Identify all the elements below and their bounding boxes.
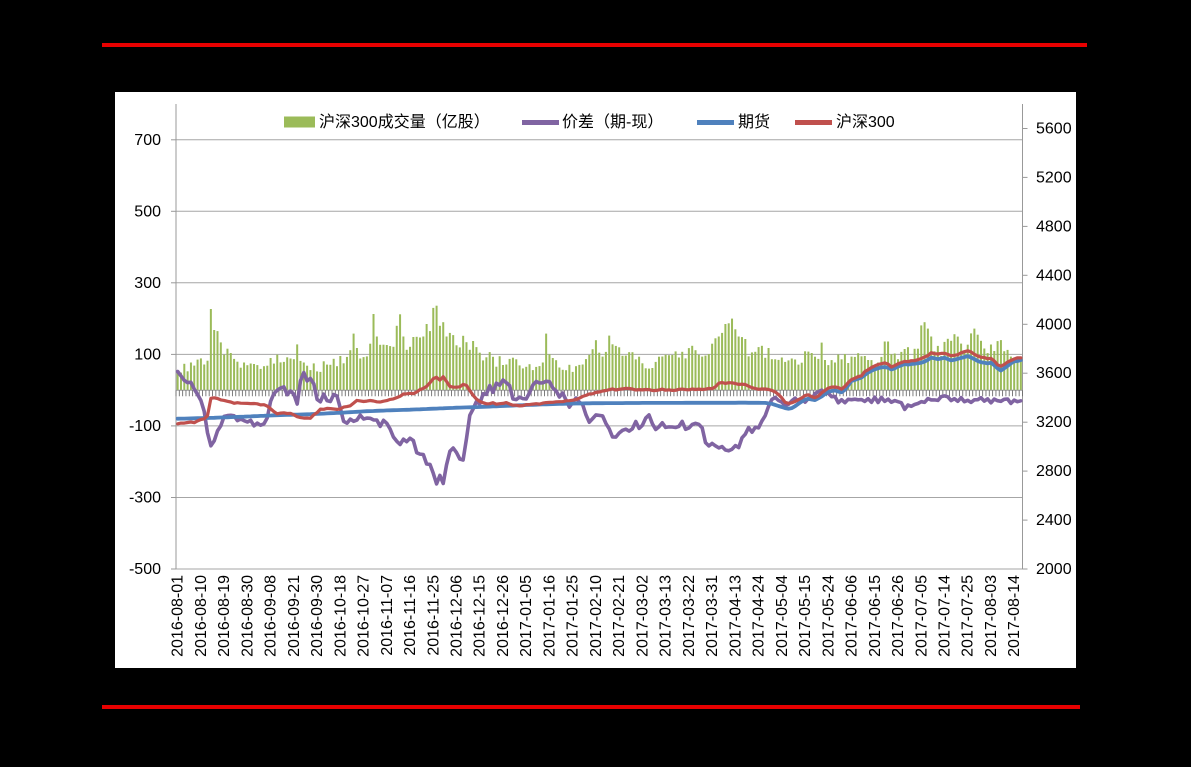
svg-text:2017-08-14: 2017-08-14 (1006, 575, 1023, 657)
svg-text:2017-06-26: 2017-06-26 (890, 575, 907, 657)
svg-text:2016-11-25: 2016-11-25 (425, 575, 442, 656)
svg-text:2017-05-15: 2017-05-15 (797, 575, 814, 657)
svg-text:2017-02-21: 2017-02-21 (611, 575, 628, 657)
svg-text:2017-05-04: 2017-05-04 (774, 575, 791, 657)
svg-text:2017-03-22: 2017-03-22 (681, 575, 698, 657)
svg-text:2016-09-30: 2016-09-30 (309, 575, 326, 657)
svg-text:2017-03-13: 2017-03-13 (658, 575, 675, 657)
svg-text:价差（期-现）: 价差（期-现） (562, 113, 663, 131)
svg-text:2017-06-06: 2017-06-06 (844, 575, 861, 657)
svg-text:2017-08-03: 2017-08-03 (983, 575, 1000, 657)
svg-text:3200: 3200 (1036, 414, 1072, 431)
svg-text:2400: 2400 (1036, 512, 1072, 529)
svg-text:2017-07-14: 2017-07-14 (937, 575, 954, 657)
svg-text:300: 300 (134, 275, 161, 292)
svg-text:4400: 4400 (1036, 267, 1072, 284)
svg-text:2017-04-24: 2017-04-24 (751, 575, 768, 657)
svg-text:2800: 2800 (1036, 463, 1072, 480)
svg-text:700: 700 (134, 132, 161, 149)
svg-text:2016-08-30: 2016-08-30 (239, 575, 256, 657)
svg-text:2017-01-25: 2017-01-25 (565, 575, 582, 657)
svg-text:5600: 5600 (1036, 121, 1072, 138)
svg-text:2016-08-19: 2016-08-19 (216, 575, 233, 657)
svg-text:期货: 期货 (738, 113, 770, 131)
svg-text:2017-01-16: 2017-01-16 (542, 575, 559, 657)
svg-text:沪深300: 沪深300 (836, 113, 895, 131)
svg-text:2016-10-18: 2016-10-18 (332, 575, 349, 657)
svg-text:-300: -300 (129, 490, 161, 507)
svg-text:2016-12-06: 2016-12-06 (449, 575, 466, 657)
svg-text:2016-11-16: 2016-11-16 (402, 575, 419, 656)
svg-text:2017-03-02: 2017-03-02 (634, 575, 651, 657)
svg-text:4000: 4000 (1036, 316, 1072, 333)
svg-text:2017-01-05: 2017-01-05 (518, 575, 535, 657)
svg-text:2017-03-31: 2017-03-31 (704, 575, 721, 657)
svg-text:2016-08-01: 2016-08-01 (170, 575, 187, 657)
svg-text:5200: 5200 (1036, 169, 1072, 186)
svg-text:2016-08-10: 2016-08-10 (193, 575, 210, 657)
svg-text:2017-02-10: 2017-02-10 (588, 575, 605, 657)
svg-text:-100: -100 (129, 418, 161, 435)
svg-text:2016-09-21: 2016-09-21 (286, 575, 303, 657)
svg-text:2016-11-07: 2016-11-07 (379, 575, 396, 656)
svg-text:3600: 3600 (1036, 365, 1072, 382)
svg-text:500: 500 (134, 203, 161, 220)
svg-text:100: 100 (134, 346, 161, 363)
svg-text:沪深300成交量（亿股）: 沪深300成交量（亿股） (319, 113, 490, 131)
svg-text:4800: 4800 (1036, 218, 1072, 235)
svg-text:2017-06-15: 2017-06-15 (867, 575, 884, 657)
svg-text:2016-09-08: 2016-09-08 (263, 575, 280, 657)
svg-text:-500: -500 (129, 561, 161, 578)
svg-text:2017-07-05: 2017-07-05 (913, 575, 930, 657)
svg-text:2016-10-27: 2016-10-27 (356, 575, 373, 657)
svg-text:2017-05-24: 2017-05-24 (820, 575, 837, 657)
svg-text:2017-04-13: 2017-04-13 (727, 575, 744, 657)
svg-text:2017-07-25: 2017-07-25 (960, 575, 977, 657)
svg-text:2000: 2000 (1036, 561, 1072, 578)
svg-text:2016-12-26: 2016-12-26 (495, 575, 512, 657)
svg-text:2016-12-15: 2016-12-15 (472, 575, 489, 657)
